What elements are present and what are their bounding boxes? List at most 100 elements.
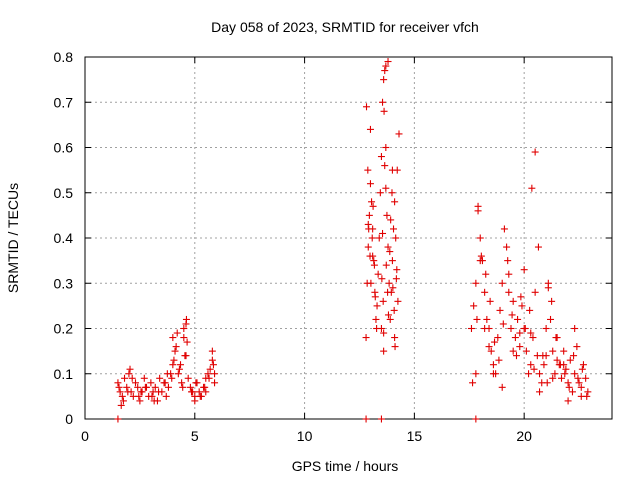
data-point: [192, 379, 200, 387]
data-point: [536, 370, 544, 378]
data-point: [114, 415, 122, 423]
data-point: [507, 325, 515, 332]
data-point: [148, 392, 156, 400]
data-point: [388, 257, 396, 265]
data-point: [584, 388, 592, 396]
data-point: [390, 225, 398, 233]
data-point: [529, 334, 537, 342]
data-point: [582, 374, 590, 382]
data-point: [470, 302, 478, 310]
data-point: [486, 297, 494, 305]
y-tick-label: 0.5: [54, 185, 74, 201]
data-point: [374, 270, 382, 278]
data-point: [368, 234, 376, 242]
data-point: [571, 370, 579, 378]
data-point: [504, 257, 512, 265]
data-point: [379, 297, 387, 305]
data-point: [531, 288, 539, 296]
data-point: [384, 243, 392, 251]
data-point: [481, 325, 489, 332]
data-point: [208, 347, 216, 355]
data-point: [368, 198, 376, 206]
data-point: [384, 58, 392, 66]
y-tick-label: 0.6: [54, 140, 74, 156]
data-point: [392, 275, 400, 283]
data-point: [380, 107, 388, 115]
data-point: [516, 343, 524, 351]
data-point: [382, 261, 390, 269]
data-point: [505, 270, 513, 278]
data-point: [382, 144, 390, 151]
data-point: [115, 383, 123, 391]
data-point: [562, 365, 570, 373]
data-point: [551, 370, 559, 378]
y-tick-label: 0: [65, 411, 73, 427]
data-point: [518, 302, 526, 310]
data-point: [391, 198, 399, 206]
data-point: [378, 275, 386, 283]
data-point: [147, 379, 155, 387]
data-point: [387, 216, 395, 224]
data-point: [364, 220, 372, 228]
data-point: [382, 62, 390, 70]
data-point: [137, 388, 145, 396]
data-point: [473, 315, 481, 323]
data-point: [494, 334, 502, 342]
data-point: [389, 284, 397, 292]
data-point: [380, 76, 388, 84]
data-point: [172, 343, 180, 351]
data-point: [369, 252, 377, 260]
data-point: [526, 306, 534, 314]
data-point: [170, 356, 178, 364]
data-point: [394, 297, 402, 305]
data-point: [517, 293, 525, 301]
data-point: [477, 252, 485, 260]
data-point: [512, 352, 520, 360]
data-point: [370, 261, 378, 269]
data-point: [542, 325, 550, 332]
data-point: [123, 383, 131, 391]
data-point: [180, 334, 188, 342]
data-point: [209, 361, 217, 369]
data-point: [575, 379, 583, 387]
data-point: [114, 379, 122, 387]
data-point: [573, 343, 581, 351]
data-point: [151, 383, 159, 391]
data-point: [169, 361, 177, 369]
data-point: [489, 361, 497, 369]
data-point: [553, 356, 561, 364]
data-point: [570, 352, 578, 360]
data-point: [495, 356, 503, 364]
data-point: [383, 211, 391, 219]
data-point: [126, 365, 134, 373]
data-point: [476, 257, 484, 265]
data-point: [164, 383, 172, 391]
data-point: [117, 401, 125, 409]
data-point: [574, 374, 582, 382]
data-point: [195, 388, 203, 396]
data-point: [503, 243, 511, 251]
data-point: [525, 370, 533, 378]
data-point: [564, 397, 572, 405]
y-tick-label: 0.8: [54, 49, 74, 65]
data-point: [547, 315, 555, 323]
data-point: [516, 329, 524, 337]
data-point: [384, 311, 392, 319]
data-point: [571, 325, 579, 332]
data-point: [568, 388, 576, 396]
data-point: [469, 379, 477, 387]
data-point: [557, 374, 565, 382]
data-point: [364, 243, 372, 251]
data-point: [508, 311, 516, 319]
y-tick-label: 0.7: [54, 94, 74, 110]
data-point: [511, 334, 519, 342]
data-point: [211, 370, 219, 378]
data-point: [119, 397, 127, 405]
data-point: [363, 103, 371, 111]
data-point: [561, 370, 569, 378]
data-point: [362, 334, 370, 342]
data-point: [482, 270, 490, 278]
data-point: [184, 374, 192, 382]
data-point: [577, 383, 585, 391]
data-point: [472, 370, 480, 378]
